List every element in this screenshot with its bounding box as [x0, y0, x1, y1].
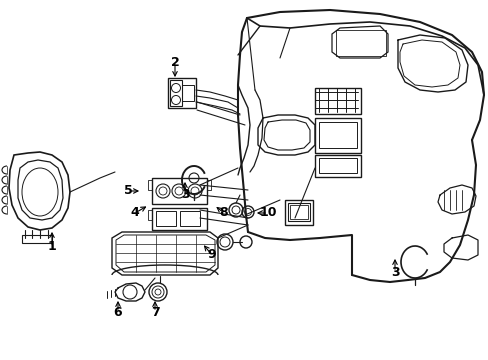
Bar	[148, 180, 152, 190]
Bar	[180, 211, 200, 226]
Text: 4: 4	[130, 207, 139, 220]
Text: 1: 1	[47, 240, 56, 253]
Bar	[335, 30, 385, 56]
Bar	[314, 155, 360, 177]
Text: 10: 10	[259, 207, 276, 220]
Bar	[156, 211, 176, 226]
Bar	[152, 208, 206, 230]
Text: 3: 3	[390, 266, 399, 279]
Bar	[314, 88, 360, 114]
Text: 6: 6	[113, 306, 122, 319]
Bar	[170, 80, 182, 106]
Bar	[148, 210, 152, 220]
Bar	[182, 85, 194, 101]
Bar	[206, 180, 210, 190]
Bar	[285, 200, 312, 225]
Bar	[314, 118, 360, 153]
Text: 2: 2	[170, 55, 179, 68]
Bar	[168, 78, 196, 108]
Bar	[318, 122, 356, 148]
Bar	[289, 205, 307, 219]
Bar	[318, 158, 356, 173]
Text: 3: 3	[181, 189, 189, 202]
Text: 7: 7	[150, 306, 159, 319]
Bar	[152, 178, 206, 204]
Text: 5: 5	[123, 184, 132, 198]
Bar	[22, 235, 52, 243]
Text: 9: 9	[207, 248, 216, 261]
Bar	[287, 203, 309, 221]
Text: 8: 8	[219, 207, 228, 220]
